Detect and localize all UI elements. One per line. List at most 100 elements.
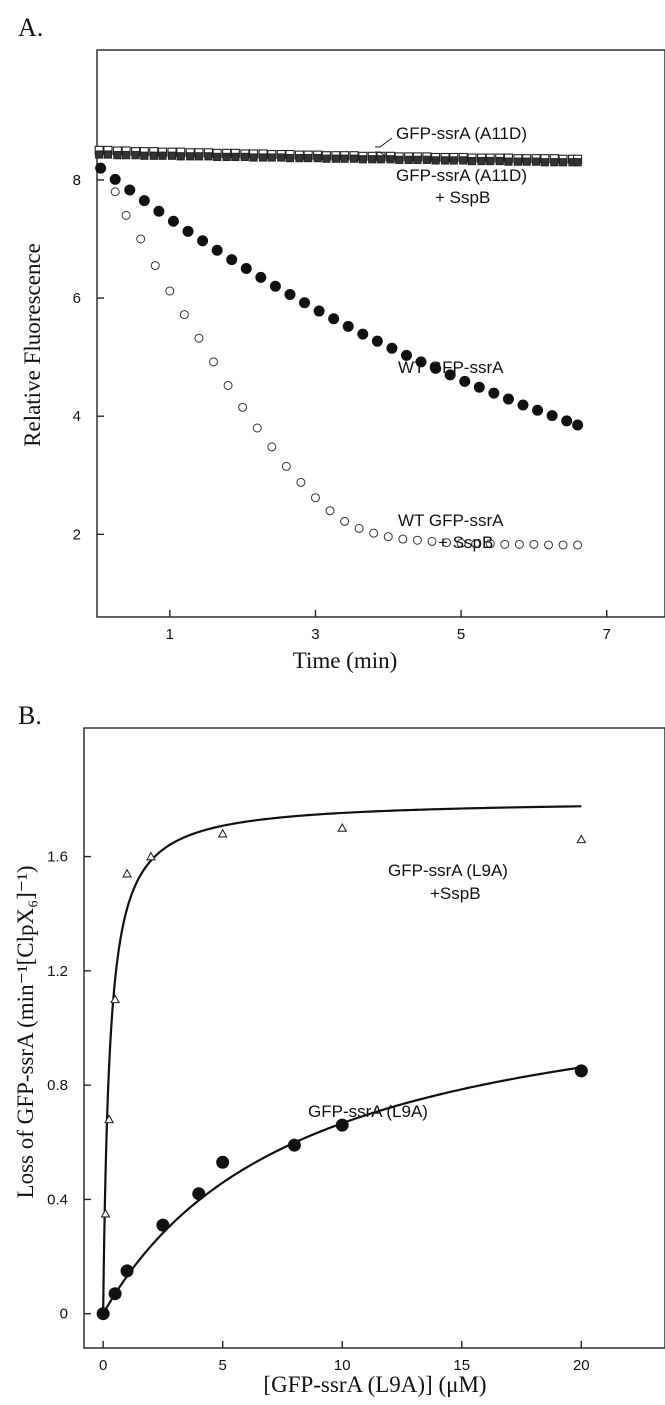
a-data-point <box>550 158 559 167</box>
b-data-point <box>217 828 228 838</box>
a-data-point <box>376 155 386 164</box>
a-data-point <box>459 156 468 165</box>
a-data-point <box>255 271 267 283</box>
a-y-tick-label: 8 <box>73 172 81 189</box>
label-a11d-sspb: GFP-ssrA (A11D) <box>396 166 527 185</box>
a-data-point <box>182 225 194 237</box>
a-data-point <box>513 157 523 166</box>
a-data-point <box>322 154 331 163</box>
a-data-point <box>485 539 495 549</box>
a-x-tick-label: 5 <box>457 626 465 643</box>
a-data-point <box>543 540 553 550</box>
a-data-point <box>342 320 354 332</box>
a-data-point <box>430 362 442 374</box>
a-data-point <box>573 158 582 167</box>
a11d-sspb-leader-line <box>375 151 393 162</box>
a-data-point <box>504 157 513 166</box>
a-data-point <box>431 156 440 165</box>
b-data-point <box>96 1307 110 1321</box>
a-data-point <box>167 215 179 227</box>
a-data-point <box>109 173 121 185</box>
a-x-tick-label: 3 <box>311 626 319 643</box>
a-data-point <box>354 523 364 533</box>
a-data-point <box>369 528 379 538</box>
a-data-point <box>395 155 404 164</box>
a-data-point <box>223 380 233 390</box>
a-data-point <box>281 461 291 471</box>
a-data-point <box>459 375 471 387</box>
b-x-tick-label: 15 <box>453 1357 470 1374</box>
label-l9a: GFP-ssrA (L9A) <box>308 1102 428 1121</box>
a-data-point <box>258 153 268 162</box>
a-data-point <box>267 153 276 162</box>
b-y-tick-label: 0.4 <box>47 1191 68 1208</box>
panel-b-x-axis-title: [GFP-ssrA (L9A)] (μM) <box>263 1372 486 1397</box>
a-data-point <box>561 415 573 427</box>
a-series-2 <box>95 150 582 167</box>
a-data-point <box>413 155 422 164</box>
a-data-point <box>296 477 306 487</box>
a-data-point <box>131 151 140 160</box>
b-fit-curve-1 <box>102 805 582 1314</box>
a-data-point <box>412 535 422 545</box>
a-data-point <box>358 155 367 164</box>
b-data-point <box>108 1287 122 1301</box>
a-data-point <box>295 153 304 163</box>
a-data-point <box>386 342 398 354</box>
b-y-tick-label: 0.8 <box>47 1077 68 1094</box>
panel-b-fit-curves <box>102 805 582 1315</box>
a-data-point <box>340 516 350 526</box>
a-data-point <box>179 310 189 320</box>
a-data-point <box>110 187 120 197</box>
panel-b-data-points <box>96 822 588 1321</box>
a-data-point <box>211 244 223 256</box>
b-series-2 <box>96 1064 588 1321</box>
a-data-point <box>176 152 185 161</box>
a-data-point <box>477 156 486 166</box>
panel-b-plot-frame <box>83 727 665 1349</box>
a-data-point <box>231 152 240 162</box>
panel-b-letter: B. <box>18 701 42 730</box>
a-data-point <box>349 154 359 163</box>
a-data-point <box>197 235 209 247</box>
a-data-point <box>95 162 107 174</box>
label-a11d-sspb-suffix: + SspB <box>435 188 490 207</box>
label-wt-sspb-suffix: + SspB <box>438 533 493 552</box>
a-series-4 <box>110 187 583 550</box>
a-data-point <box>136 234 146 244</box>
a-data-point <box>213 152 222 162</box>
a-data-point <box>427 536 437 546</box>
a-data-point <box>522 157 531 166</box>
a-data-point <box>540 158 549 167</box>
a-data-point <box>150 261 160 271</box>
b-data-point <box>100 1208 111 1218</box>
a-data-point <box>546 410 558 422</box>
panel-b-y-axis-title: Loss of GFP-ssrA (min⁻¹[ClpX₆]⁻¹) <box>13 866 38 1199</box>
a-data-point <box>532 404 544 416</box>
a-data-point <box>103 150 113 159</box>
label-wt: WT GFP-ssrA <box>398 358 504 377</box>
b-data-point <box>122 868 132 878</box>
a-data-point <box>122 151 131 160</box>
a-data-point <box>404 155 413 164</box>
b-x-tick-label: 5 <box>219 1357 227 1374</box>
a-data-point <box>467 156 477 166</box>
a-data-point <box>456 538 466 548</box>
a-data-point <box>514 539 524 549</box>
panel-a-plot-frame <box>96 49 665 618</box>
a-data-point <box>240 152 249 162</box>
a-data-point <box>400 349 412 361</box>
panel-a-y-axis-title: Relative Fluorescence <box>20 243 45 447</box>
b-data-point <box>576 834 587 844</box>
a-data-point <box>328 313 340 325</box>
b-data-point <box>120 1264 134 1278</box>
a-data-point <box>95 150 104 159</box>
a-data-point <box>313 153 322 163</box>
a-data-point <box>204 152 213 161</box>
b-data-point <box>110 994 121 1004</box>
a-data-point <box>442 538 452 548</box>
a-data-point <box>357 328 369 340</box>
a-data-point <box>310 493 320 503</box>
a-data-point <box>299 297 311 309</box>
